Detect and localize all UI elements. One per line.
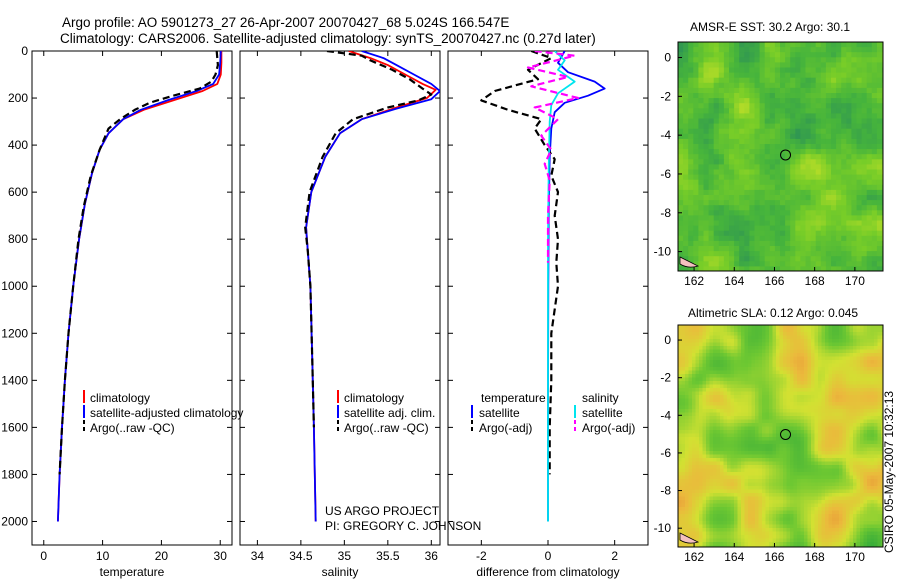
lat-tick-label: -8 <box>660 206 671 220</box>
map-raster <box>678 325 883 547</box>
difference-panel: -2 0 2 difference from climatology <box>447 50 649 579</box>
map-frame <box>677 324 884 548</box>
difference-legend: temperature salinity satellite Argo(-adj… <box>471 391 635 435</box>
lat-tick-label: -4 <box>660 128 671 142</box>
lon-tick-label: 162 <box>684 550 704 564</box>
lat-tick-label: 0 <box>664 51 671 65</box>
lon-tick-label: 170 <box>845 550 865 564</box>
argo-float-marker <box>780 149 792 161</box>
y-tick-label: 1400 <box>1 373 28 387</box>
y-tick-label: 800 <box>8 232 28 246</box>
x-tick-label: 20 <box>155 549 169 563</box>
series-line-argo <box>304 51 433 428</box>
legend-salinity-header: salinity <box>582 391 619 405</box>
lat-tick-label: -2 <box>660 371 671 385</box>
x-axis-label: temperature <box>100 565 165 579</box>
legend-argo-label: Argo(..raw -QC) <box>344 421 429 435</box>
credit-project: US ARGO PROJECT <box>325 504 440 518</box>
lat-tick-label: -2 <box>660 89 671 103</box>
coastline <box>679 532 700 544</box>
plot-frame <box>239 50 441 546</box>
legend-sal-argo-label: Argo(-adj) <box>582 421 635 435</box>
salinity-panel: 34 34.5 35 35.5 36 salinity <box>239 50 441 579</box>
lat-tick-label: -6 <box>660 446 671 460</box>
y-tick-label: 1000 <box>1 279 28 293</box>
argo-float-marker <box>780 428 792 440</box>
x-tick-label: 36 <box>425 549 439 563</box>
y-tick-label: 200 <box>8 91 28 105</box>
x-tick-label: 34 <box>251 549 265 563</box>
creation-stamp: CSIRO 05-May-2007 10:32:13 <box>882 391 896 553</box>
figure-title-line2: Climatology: CARS2006. Satellite-adjuste… <box>60 31 596 46</box>
y-tick-label: 1800 <box>1 467 28 481</box>
legend-temperature-header: temperature <box>481 391 546 405</box>
x-tick-label: 2 <box>611 549 618 563</box>
sla-map: 162 164 166 168 170 0 -2 -4 -6 -8 -10 <box>654 324 884 564</box>
legend-temp-argo-label: Argo(-adj) <box>479 421 532 435</box>
lat-tick-label: -10 <box>654 521 672 535</box>
plot-frame <box>31 50 233 546</box>
lon-tick-label: 166 <box>764 274 784 288</box>
temperature-panel: 0 10 20 30 temperature 0 200 400 600 800 1000 1200 1… <box>1 44 233 579</box>
lat-tick-label: -4 <box>660 408 671 422</box>
series-line-salinity-satellite <box>547 51 576 522</box>
y-tick-label: 600 <box>8 185 28 199</box>
x-tick-label: 34.5 <box>289 549 313 563</box>
series-line-argo <box>58 51 219 475</box>
lon-tick-label: 162 <box>684 274 704 288</box>
x-tick-label: 30 <box>214 549 228 563</box>
lat-tick-label: -6 <box>660 167 671 181</box>
map-frame <box>677 41 884 272</box>
map-raster <box>678 42 883 271</box>
sst-map: 162 164 166 168 170 0 -2 -4 -6 -8 -10 <box>654 41 884 288</box>
lon-tick-label: 164 <box>724 550 744 564</box>
legend-satellite-label: satellite adj. clim. <box>344 406 435 420</box>
x-axis-label: salinity <box>322 565 359 579</box>
x-tick-label: 0 <box>545 549 552 563</box>
legend-climatology-label: climatology <box>90 391 150 405</box>
sst-map-title: AMSR-E SST: 30.2 Argo: 30.1 <box>690 20 850 34</box>
lon-tick-label: 168 <box>805 274 825 288</box>
x-tick-label: 35 <box>338 549 352 563</box>
lat-tick-label: -8 <box>660 484 671 498</box>
lon-tick-label: 166 <box>764 550 784 564</box>
x-tick-label: 10 <box>96 549 110 563</box>
x-tick-label: 35.5 <box>376 549 400 563</box>
legend-temp-satellite-label: satellite <box>479 406 520 420</box>
x-tick-label: -2 <box>476 549 487 563</box>
lat-tick-label: 0 <box>664 333 671 347</box>
lon-tick-label: 164 <box>724 274 744 288</box>
y-tick-label: 2000 <box>1 514 28 528</box>
legend-argo-label: Argo(..raw -QC) <box>90 421 175 435</box>
salinity-legend: climatology satellite adj. clim. Argo(..… <box>337 390 435 435</box>
sla-map-title: Altimetric SLA: 0.12 Argo: 0.045 <box>688 306 858 320</box>
lon-tick-label: 168 <box>805 550 825 564</box>
temperature-legend: climatology satellite-adjusted climatolo… <box>83 390 243 435</box>
x-tick-label: 0 <box>40 549 47 563</box>
figure-title-line1: Argo profile: AO 5901273_27 26-Apr-2007 … <box>62 15 509 30</box>
coastline <box>679 256 700 268</box>
series-line-salinity-argo <box>526 51 580 263</box>
series-line-temperature-argo <box>480 51 560 475</box>
legend-climatology-label: climatology <box>344 391 404 405</box>
lon-tick-label: 170 <box>845 274 865 288</box>
y-tick-label: 1200 <box>1 326 28 340</box>
x-axis-label: difference from climatology <box>476 565 619 579</box>
y-tick-label: 400 <box>8 138 28 152</box>
y-tick-label: 1600 <box>1 420 28 434</box>
legend-satellite-label: satellite-adjusted climatology <box>90 406 243 420</box>
legend-sal-satellite-label: satellite <box>582 406 623 420</box>
y-tick-label: 0 <box>21 44 28 58</box>
lat-tick-label: -10 <box>654 245 672 259</box>
credit-pi: PI: GREGORY C. JOHNSON <box>325 519 481 533</box>
